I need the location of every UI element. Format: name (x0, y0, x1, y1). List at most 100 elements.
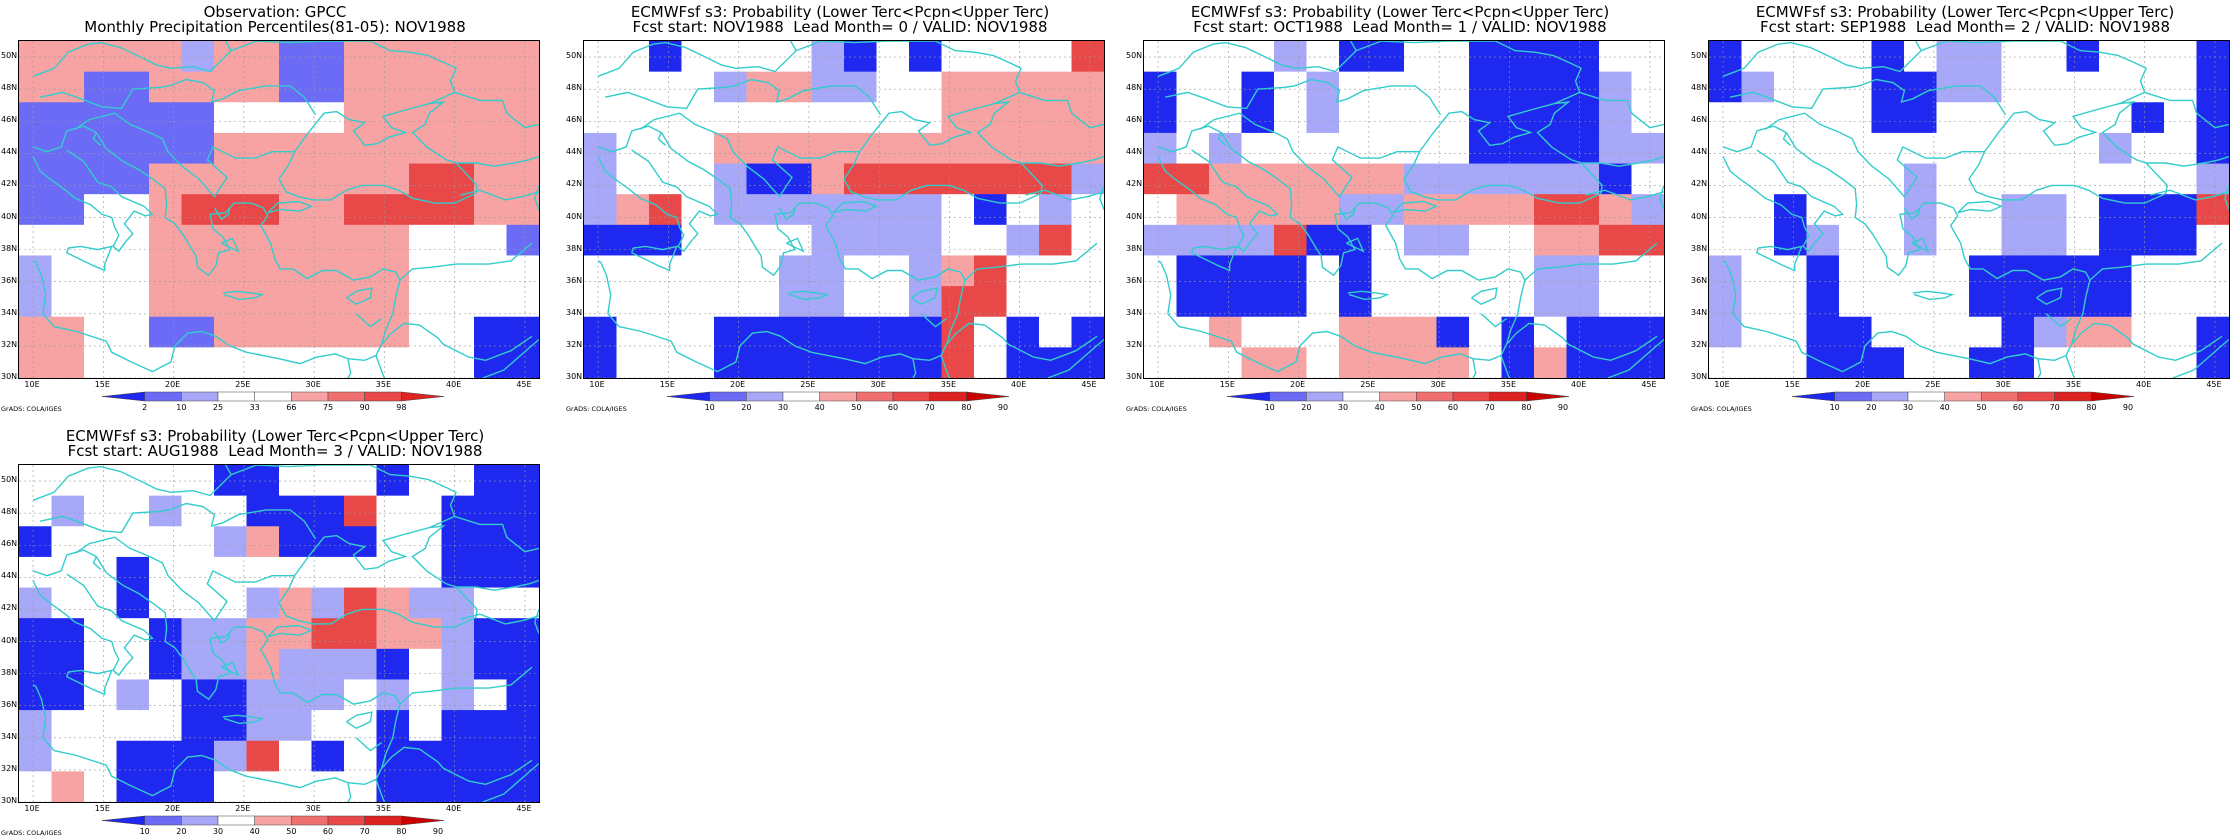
grid-cell (1871, 194, 1905, 226)
grid-cell (1176, 102, 1210, 134)
grid-cell (1071, 132, 1104, 165)
latitude-label: 42N (1, 603, 18, 613)
grid-cell (1404, 41, 1438, 73)
coastline (1021, 155, 1104, 167)
coastline (2144, 91, 2229, 129)
grid-cell (1339, 347, 1373, 378)
grid-cell (974, 347, 1008, 378)
longitude-label: 40E (1011, 380, 1027, 389)
grid-cell (1871, 286, 1905, 318)
colorbar-tick-label: 60 (322, 827, 334, 836)
grid-cell (2131, 132, 2165, 165)
grid-cell (474, 771, 508, 802)
grid-cell (19, 286, 53, 318)
grid-cell (344, 41, 378, 73)
panel-title-line2: Fcst start: NOV1988 Lead Month= 0 / VALI… (632, 18, 1048, 36)
grid-cell (1839, 316, 1873, 348)
grads-credit: GrADS: COLA/IGES (1126, 405, 1187, 413)
grid-cell (19, 710, 53, 742)
grid-cell (246, 556, 280, 589)
longitude-label: 15E (1219, 380, 1235, 389)
grid-cell (1534, 286, 1568, 318)
grid-cell (441, 648, 475, 681)
colorbar-segment (181, 815, 219, 826)
grid-cell (844, 132, 878, 165)
grid-cell (441, 224, 475, 257)
grid-cell (714, 286, 748, 318)
grid-cell (311, 710, 345, 742)
coastline (1722, 149, 1844, 253)
grid-cell (246, 132, 280, 165)
grid-cell (1306, 347, 1340, 378)
grid-cell (181, 347, 215, 378)
grid-cell (19, 618, 53, 650)
latitude-label: 36N (1126, 275, 1143, 285)
grid-cell (1071, 41, 1104, 73)
grid-cell (474, 163, 508, 195)
grid-cell (409, 495, 443, 527)
grid-cell (1071, 102, 1104, 134)
coastline (1190, 245, 1238, 272)
longitude-label: 10E (1714, 380, 1730, 389)
grid-cell (181, 102, 215, 134)
grid-cell (974, 286, 1008, 318)
grid-cell (1709, 41, 1743, 73)
colorbar-segment (1944, 391, 1982, 402)
grid-cell (51, 771, 85, 802)
longitude-label: 25E (1360, 380, 1376, 389)
colorbar-segment (254, 391, 292, 402)
grid-cell (51, 526, 85, 558)
grid-cell (681, 194, 715, 226)
grid-cell (311, 194, 345, 226)
grid-cell (116, 556, 150, 589)
grid-cell (116, 224, 150, 257)
grid-cell (616, 163, 650, 195)
grid-cell (19, 71, 53, 103)
coastline (32, 549, 401, 797)
grid-cell (181, 771, 215, 802)
latitude-label: 48N (1691, 83, 1708, 93)
grid-cell (149, 316, 183, 348)
grid-cell (779, 194, 813, 226)
grid-cell (279, 224, 313, 257)
grid-cell (409, 71, 443, 103)
grid-cell (116, 740, 150, 772)
grid-cell (84, 316, 118, 348)
grid-cell (2001, 194, 2035, 226)
grid-cell (1936, 163, 1970, 195)
grid-cell (1534, 163, 1568, 195)
colorbar-segment (856, 391, 894, 402)
colorbar-segment (1379, 391, 1417, 402)
grid-cell (1806, 71, 1840, 103)
grid-cell (149, 347, 183, 378)
grid-cell (441, 132, 475, 165)
grid-cell (1936, 71, 1970, 103)
grid-cell (1469, 102, 1503, 134)
grid-cell (149, 132, 183, 165)
latitude-label: 36N (1691, 275, 1708, 285)
grid-cell (474, 526, 508, 558)
grid-cell (311, 526, 345, 558)
grid-cell (746, 132, 780, 165)
grid-cell (2131, 41, 2165, 73)
grid-cell (1144, 347, 1178, 378)
coastline (1019, 91, 1104, 129)
coastline (347, 358, 352, 378)
grid-cell (1871, 132, 1905, 165)
colorbar (1227, 391, 1569, 402)
grid-cell (376, 71, 410, 103)
grid-cell (116, 465, 150, 497)
colorbar-tick-label: 30 (777, 403, 789, 412)
grid-cell (2164, 163, 2198, 195)
grid-cell (1436, 286, 1470, 318)
grid-cell (311, 224, 345, 257)
grid-cell (344, 556, 378, 589)
grid-cell (311, 556, 345, 589)
grid-cell (1709, 71, 1743, 103)
grid-cell (474, 740, 508, 772)
grid-cell (246, 526, 280, 558)
latitude-label: 42N (566, 179, 583, 189)
grid-cell (1144, 71, 1178, 103)
grid-cell (1436, 347, 1470, 378)
coastline (940, 355, 951, 378)
